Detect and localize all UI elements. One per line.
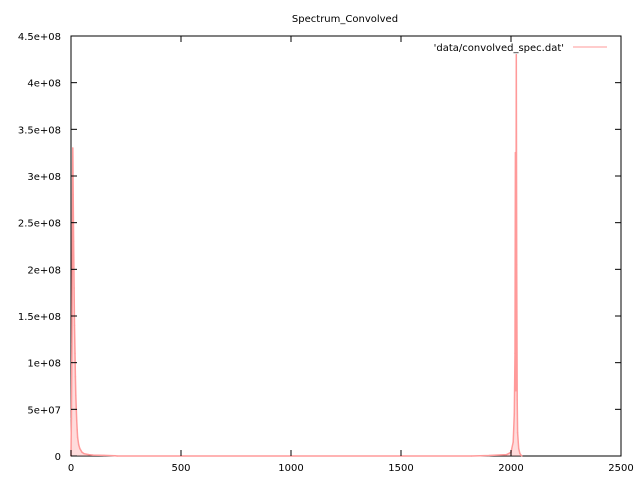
data-point [517,447,520,450]
x-tick-label: 1000 [278,463,303,474]
data-point [505,453,508,456]
data-point [515,389,517,392]
y-tick-label: 2e+08 [27,265,61,276]
x-tick-label: 500 [171,463,190,474]
data-point [92,454,94,456]
data-point [512,441,514,443]
data-point [76,429,78,431]
data-point [74,375,77,378]
y-tick-label: 1.5e+08 [18,312,61,323]
data-point [515,53,518,56]
data-point [70,417,73,420]
plot-area [70,35,622,457]
data-point [75,394,77,397]
data-point [71,254,74,257]
axes-layer: 0 500 1000 1500 2000 2500 0 5e+07 1e+08 1.5e+08 2e… [18,32,634,474]
legend-label: 'data/convolved_spec.dat' [434,43,564,54]
data-point [75,419,78,422]
data-point [87,453,90,456]
chart-title: Spectrum_Convolved [292,14,398,25]
data-point [513,413,516,415]
x-tick-label: 2500 [608,463,633,474]
data-point [519,452,521,455]
x-tick-label: 0 [68,463,74,474]
data-point [73,324,76,327]
data-point [73,287,75,289]
data-point [514,151,517,154]
plot-border [70,35,622,457]
y-tick-label: 0 [55,452,61,463]
y-tick-label: 4.5e+08 [18,32,61,43]
data-point [521,455,523,457]
y-tick-label: 5e+07 [27,405,61,416]
data-point [72,193,74,196]
y-tick-label: 4e+08 [27,79,61,90]
legend: 'data/convolved_spec.dat' [434,43,607,54]
data-point [520,454,522,456]
data-point [116,455,118,457]
x-tick-label: 2000 [498,463,523,474]
data-point [114,454,116,457]
data-point [74,352,76,355]
data-point [72,147,74,149]
data-point [103,454,105,457]
series-line [70,53,523,457]
y-tick-label: 2.5e+08 [18,219,61,230]
data-point [77,444,80,446]
data-point [72,240,75,243]
data-point [515,263,518,266]
series-layer [70,53,523,457]
data-point [516,399,518,401]
data-point [81,451,83,454]
y-tick-label: 1e+08 [27,359,61,370]
data-point [488,454,490,457]
data-point [514,352,516,355]
x-tick-label: 1500 [388,463,413,474]
data-point [470,455,473,457]
data-point [76,436,79,439]
y-tick-label: 3.5e+08 [18,125,61,136]
data-point [516,431,519,434]
data-point [71,343,73,345]
data-point [79,447,81,450]
y-tick-label: 3e+08 [27,172,61,183]
data-point [83,452,85,455]
